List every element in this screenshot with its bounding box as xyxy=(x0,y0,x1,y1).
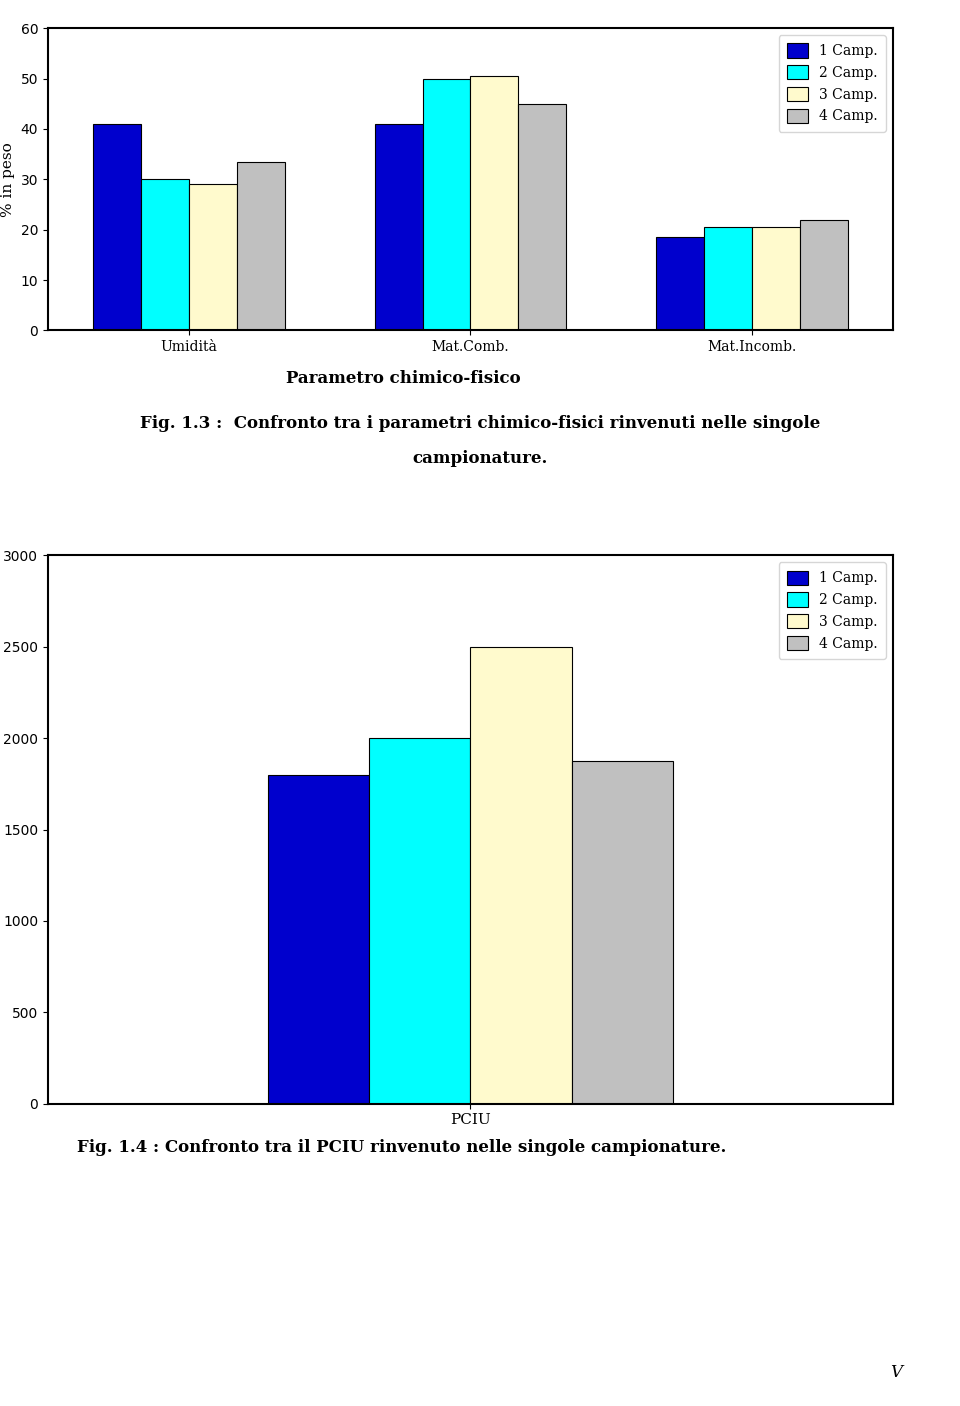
Bar xyxy=(470,76,518,330)
Text: Parametro chimico-fisico: Parametro chimico-fisico xyxy=(285,370,520,387)
Bar xyxy=(800,219,848,330)
Bar xyxy=(752,228,800,330)
Legend: 1 Camp., 2 Camp., 3 Camp., 4 Camp.: 1 Camp., 2 Camp., 3 Camp., 4 Camp. xyxy=(779,35,886,132)
Bar xyxy=(369,738,470,1104)
Legend: 1 Camp., 2 Camp., 3 Camp., 4 Camp.: 1 Camp., 2 Camp., 3 Camp., 4 Camp. xyxy=(779,562,886,659)
Bar xyxy=(374,124,422,330)
Y-axis label: % in peso: % in peso xyxy=(1,142,15,217)
Text: V: V xyxy=(891,1364,902,1381)
Bar xyxy=(268,775,369,1104)
Bar xyxy=(141,180,189,330)
Bar xyxy=(572,761,673,1104)
Bar xyxy=(237,162,284,330)
Text: campionature.: campionature. xyxy=(412,450,548,467)
Bar xyxy=(189,184,237,330)
Text: Fig. 1.3 :  Confronto tra i parametri chimico-fisici rinvenuti nelle singole: Fig. 1.3 : Confronto tra i parametri chi… xyxy=(140,415,820,432)
Bar xyxy=(422,79,470,330)
Bar xyxy=(704,228,752,330)
Bar xyxy=(518,104,566,330)
Bar xyxy=(657,238,704,330)
Text: Fig. 1.4 : Confronto tra il PCIU rinvenuto nelle singole campionature.: Fig. 1.4 : Confronto tra il PCIU rinvenu… xyxy=(77,1139,726,1156)
Bar xyxy=(93,124,141,330)
Bar xyxy=(470,647,572,1104)
